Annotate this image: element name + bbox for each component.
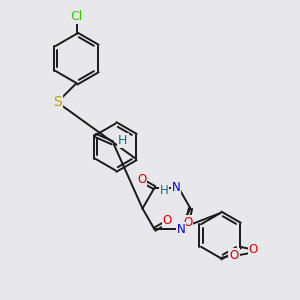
Text: O: O bbox=[163, 214, 172, 227]
Text: N: N bbox=[176, 223, 185, 236]
Text: O: O bbox=[183, 215, 192, 229]
Text: O: O bbox=[230, 249, 238, 262]
Text: H: H bbox=[160, 184, 169, 196]
Text: N: N bbox=[172, 181, 181, 194]
Text: Cl: Cl bbox=[70, 10, 83, 23]
Text: O: O bbox=[137, 173, 146, 186]
Text: H: H bbox=[118, 134, 128, 147]
Text: O: O bbox=[249, 243, 258, 256]
Text: S: S bbox=[53, 95, 62, 109]
